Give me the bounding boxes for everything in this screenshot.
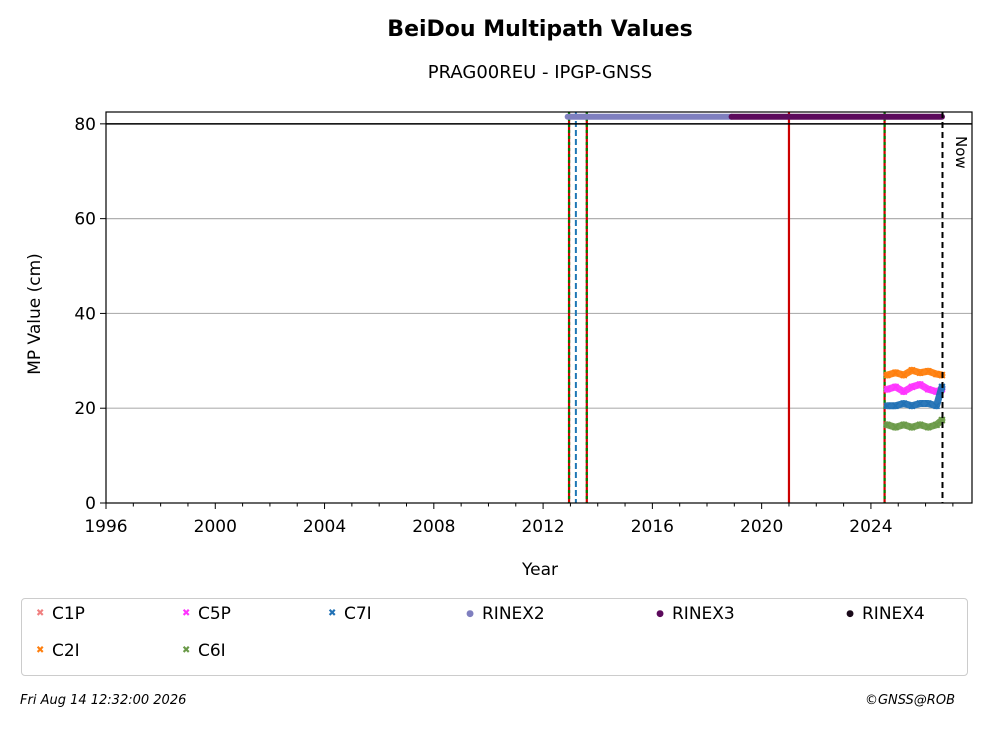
data-point-c6i bbox=[932, 421, 941, 429]
legend-label: C5P bbox=[198, 604, 231, 624]
chart-subtitle: PRAG00REU - IPGP-GNSS bbox=[427, 62, 653, 83]
legend-item-rinex4: ● RINEX4 bbox=[846, 604, 925, 624]
axes: 0 20 40 60 80 1996 2000 2004 2008 2012 2016 2020 202… bbox=[74, 111, 973, 537]
legend-label: C6I bbox=[198, 641, 226, 661]
credit: ©GNSS@ROB bbox=[864, 693, 955, 708]
grid-lines bbox=[106, 123, 972, 409]
data-point-c6i bbox=[916, 421, 924, 429]
y-tick-label: 20 bbox=[74, 399, 96, 419]
timestamp: Fri Aug 14 12:32:00 2026 bbox=[20, 693, 187, 708]
y-tick-label: 40 bbox=[74, 304, 96, 324]
data-point-c7i bbox=[900, 399, 908, 408]
x-tick-label: 2016 bbox=[631, 517, 674, 537]
data-point-c7i bbox=[932, 402, 941, 410]
legend-item-c2i: ✖ C2I bbox=[36, 641, 80, 661]
legend-marker: ✖ bbox=[328, 608, 337, 619]
x-tick-label: 2004 bbox=[303, 517, 346, 537]
y-tick-label: 60 bbox=[74, 210, 96, 230]
legend: ✖ C1P ✖ C5P ✖ C7I ● RINEX2 ● RINEX3 ● RINEX4 ✖ C2I ✖ C6… bbox=[21, 598, 968, 676]
data-point-c5p bbox=[916, 380, 924, 389]
x-tick-label: 2012 bbox=[521, 517, 564, 537]
data-point-c7i bbox=[883, 402, 891, 410]
legend-marker: ● bbox=[656, 609, 664, 619]
data-point-c2i bbox=[883, 371, 891, 379]
legend-label: RINEX4 bbox=[862, 604, 925, 624]
data-point-c6i bbox=[883, 421, 891, 429]
data-point-c7i bbox=[891, 402, 900, 410]
data-point-c7i bbox=[908, 402, 916, 410]
data-point-c7i bbox=[916, 399, 924, 408]
data-point-c5p bbox=[924, 385, 932, 393]
chart-title: BeiDou Multipath Values bbox=[387, 17, 693, 42]
data-point-c2i bbox=[924, 367, 932, 375]
legend-label: C7I bbox=[344, 604, 372, 624]
data-point-c2i bbox=[900, 371, 908, 379]
legend-marker: ✖ bbox=[36, 645, 45, 656]
plot-frame bbox=[105, 111, 973, 504]
x-tick-label: 2024 bbox=[849, 517, 892, 537]
data-point-c6i bbox=[891, 423, 900, 431]
data-points bbox=[564, 113, 946, 431]
legend-label: RINEX3 bbox=[672, 604, 735, 624]
data-point-c6i bbox=[900, 421, 908, 429]
legend-item-c5p: ✖ C5P bbox=[182, 604, 231, 624]
data-series-c5p bbox=[883, 381, 946, 396]
data-point-c5p bbox=[908, 383, 916, 391]
legend-marker: ● bbox=[466, 609, 474, 619]
data-point-c6i bbox=[938, 416, 946, 424]
data-point-c2i bbox=[908, 366, 916, 374]
data-point-c7i bbox=[924, 399, 932, 408]
legend-label: C2I bbox=[52, 641, 80, 661]
chart: 0 20 40 60 80 1996 2000 2004 2008 2012 2016 2020 202… bbox=[25, 111, 973, 580]
legend-label: C1P bbox=[52, 604, 85, 624]
legend-item-c6i: ✖ C6I bbox=[182, 641, 226, 661]
data-point-c6i bbox=[908, 423, 916, 431]
x-tick-label: 2000 bbox=[194, 517, 237, 537]
legend-marker: ✖ bbox=[182, 608, 191, 619]
now-label: Now bbox=[952, 136, 970, 169]
data-point-c2i bbox=[932, 370, 941, 378]
y-tick-label: 80 bbox=[74, 115, 96, 135]
data-point-c6i bbox=[924, 423, 932, 431]
data-point-c2i bbox=[916, 369, 924, 377]
data-point-c5p bbox=[883, 385, 891, 393]
x-tick-label: 2020 bbox=[740, 517, 783, 537]
y-axis-label: MP Value (cm) bbox=[25, 253, 45, 375]
legend-label: RINEX2 bbox=[482, 604, 545, 624]
legend-item-c7i: ✖ C7I bbox=[328, 604, 372, 624]
legend-marker: ● bbox=[846, 609, 854, 619]
legend-item-rinex3: ● RINEX3 bbox=[656, 604, 735, 624]
x-tick-label: 1996 bbox=[84, 517, 127, 537]
y-tick-label: 0 bbox=[85, 494, 96, 514]
data-point-c5p bbox=[891, 383, 900, 391]
x-tick-label: 2008 bbox=[412, 517, 455, 537]
event-lines bbox=[567, 112, 886, 503]
legend-marker: ✖ bbox=[36, 608, 45, 619]
legend-item-rinex2: ● RINEX2 bbox=[466, 604, 545, 624]
legend-marker: ✖ bbox=[182, 645, 191, 656]
legend-item-c1p: ✖ C1P bbox=[36, 604, 85, 624]
x-axis-label: Year bbox=[521, 560, 558, 580]
data-point-c2i bbox=[891, 369, 900, 377]
data-point-c5p bbox=[900, 388, 908, 396]
